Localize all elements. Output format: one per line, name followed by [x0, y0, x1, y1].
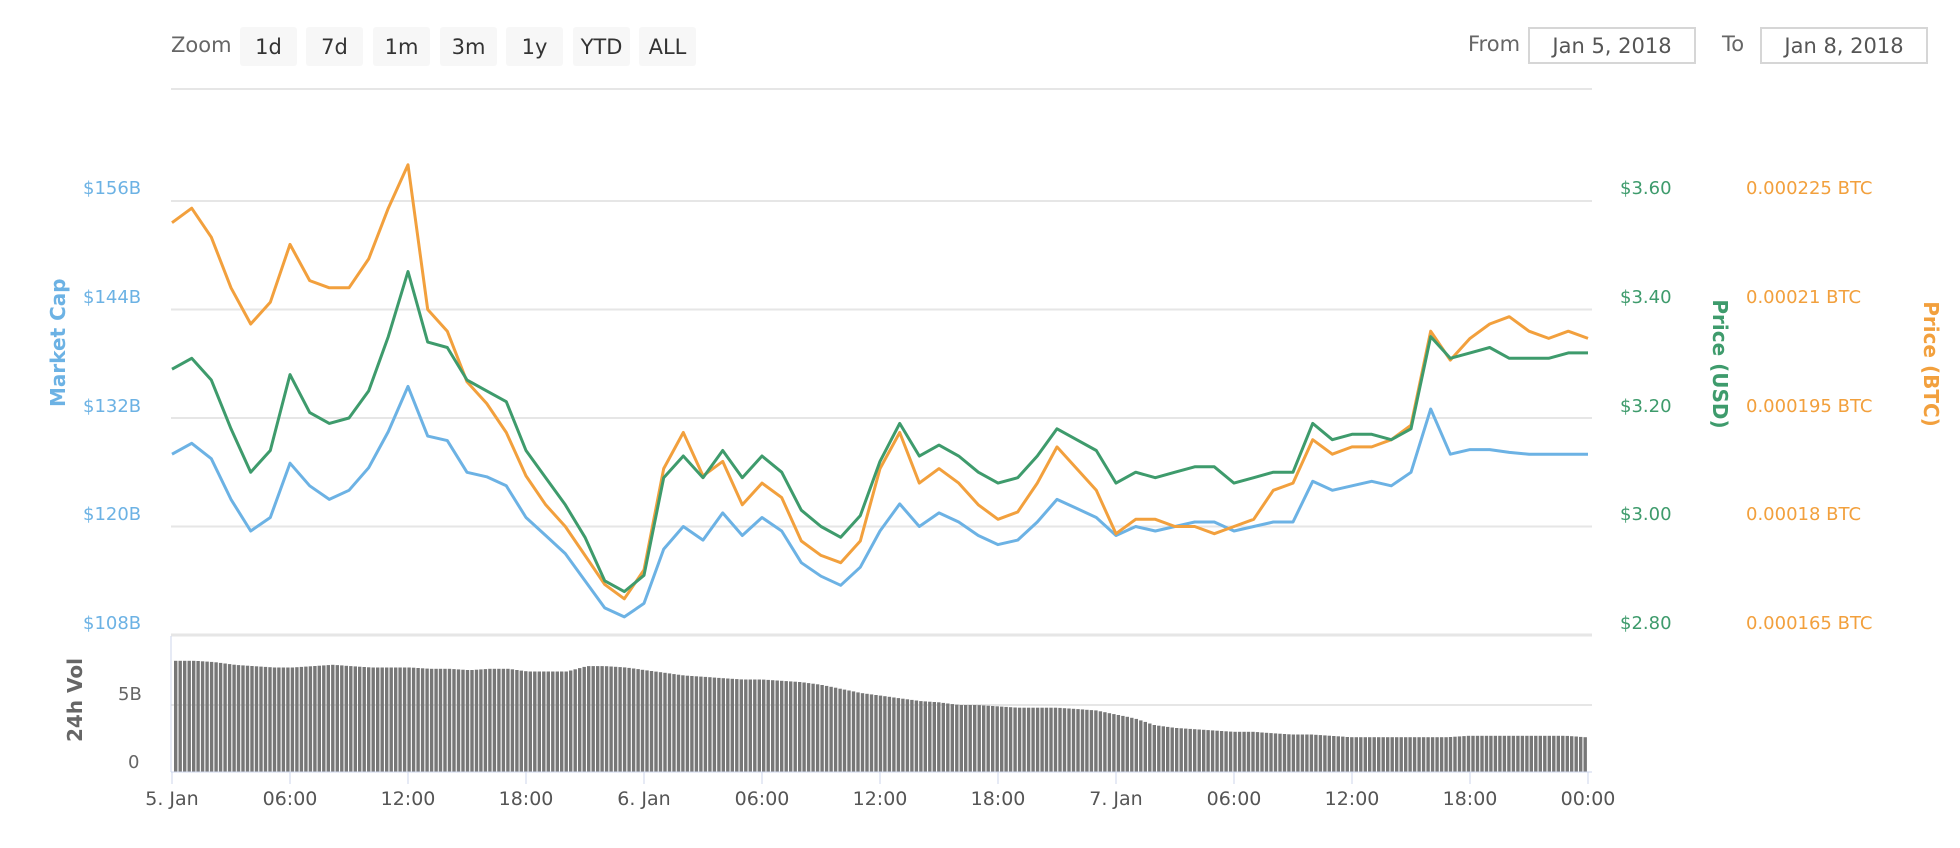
x-tick-label: 06:00	[1206, 788, 1262, 810]
usd-tick: $2.80	[1620, 613, 1672, 634]
zoom-1d-button[interactable]: 1d	[240, 27, 297, 66]
x-tick-label: 12:00	[852, 788, 908, 810]
zoom-7d-button[interactable]: 7d	[306, 27, 363, 66]
x-tick-label: 00:00	[1560, 788, 1616, 810]
grid-lines	[171, 200, 1592, 706]
zoom-all-button[interactable]: ALL	[639, 27, 696, 66]
btc-tick: 0.00018 BTC	[1746, 504, 1862, 525]
x-tick-label: 12:00	[380, 788, 436, 810]
zoom-3m-button[interactable]: 3m	[440, 27, 497, 66]
x-tick-label: 6. Jan	[617, 788, 671, 810]
x-tick-label: 12:00	[1324, 788, 1380, 810]
volume-bars	[174, 660, 1587, 772]
zoom-1m-button[interactable]: 1m	[373, 27, 430, 66]
x-tick-label: 18:00	[498, 788, 554, 810]
x-tick-label: 18:00	[1442, 788, 1498, 810]
volume-tick: 0	[128, 752, 140, 773]
x-tick-label: 7. Jan	[1089, 788, 1143, 810]
usd-tick: $3.60	[1620, 178, 1672, 199]
usd-tick: $3.40	[1620, 287, 1672, 308]
x-tick-label: 18:00	[970, 788, 1026, 810]
market-cap-tick: $132B	[83, 396, 142, 417]
volume-tick: 5B	[118, 684, 142, 705]
usd-axis-title: Price (USD)	[1708, 299, 1732, 429]
x-tick-label: 06:00	[734, 788, 790, 810]
x-tick-label: 5. Jan	[145, 788, 199, 810]
market-cap-axis-title: Market Cap	[46, 278, 70, 407]
from-date-input[interactable]: Jan 5, 2018	[1528, 27, 1696, 64]
to-label: To	[1722, 32, 1745, 56]
market-cap-tick: $108B	[83, 613, 142, 634]
volume-axis-title: 24h Vol	[63, 657, 87, 742]
usd-tick: $3.00	[1620, 504, 1672, 525]
market-cap-tick: $120B	[83, 504, 142, 525]
btc-tick: 0.000225 BTC	[1746, 178, 1873, 199]
zoom-ytd-button[interactable]: YTD	[573, 27, 630, 66]
market-cap-tick: $156B	[83, 178, 142, 199]
series-lines	[171, 163, 1589, 619]
market-cap-tick: $144B	[83, 287, 142, 308]
zoom-label: Zoom	[171, 33, 232, 57]
btc-axis-title: Price (BTC)	[1919, 301, 1943, 427]
btc-tick: 0.000165 BTC	[1746, 613, 1873, 634]
btc-tick: 0.00021 BTC	[1746, 287, 1862, 308]
btc-tick: 0.000195 BTC	[1746, 396, 1873, 417]
x-tick-label: 06:00	[262, 788, 318, 810]
zoom-1y-button[interactable]: 1y	[506, 27, 563, 66]
to-date-input[interactable]: Jan 8, 2018	[1760, 27, 1928, 64]
usd-tick: $3.20	[1620, 396, 1672, 417]
from-label: From	[1468, 32, 1521, 56]
x-axis-ticks	[171, 772, 1589, 784]
